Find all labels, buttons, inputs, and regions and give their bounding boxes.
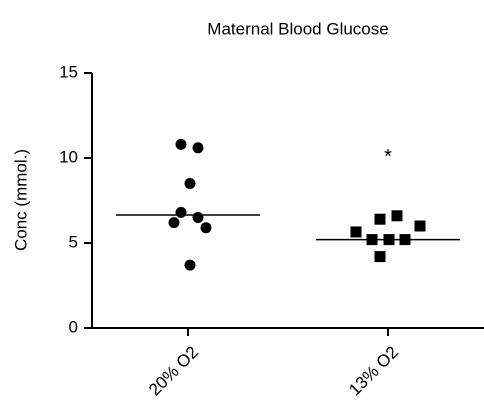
x-tick-label: 20% O2: [145, 343, 202, 400]
data-point: [192, 142, 204, 154]
y-tick-label: 5: [69, 232, 78, 251]
data-point: [175, 138, 187, 150]
data-point: [391, 210, 403, 222]
data-point: [414, 220, 426, 232]
y-tick-label: 15: [59, 62, 78, 81]
data-point: [200, 222, 212, 234]
data-point: [374, 213, 386, 225]
data-point: [184, 178, 196, 189]
data-point: [184, 259, 196, 271]
chart-title: Maternal Blood Glucose: [207, 19, 388, 38]
annotation: *: [384, 146, 392, 168]
y-axis-label: Conc (mmol.): [11, 149, 30, 251]
data-point: [350, 226, 362, 238]
data-point: [374, 251, 386, 263]
x-tick-label: 13% O2: [345, 343, 402, 400]
y-tick-label: 0: [69, 317, 78, 336]
data-point: [175, 206, 187, 218]
data-point: [192, 212, 204, 223]
data-point: [168, 217, 180, 229]
y-tick-label: 10: [59, 147, 78, 166]
